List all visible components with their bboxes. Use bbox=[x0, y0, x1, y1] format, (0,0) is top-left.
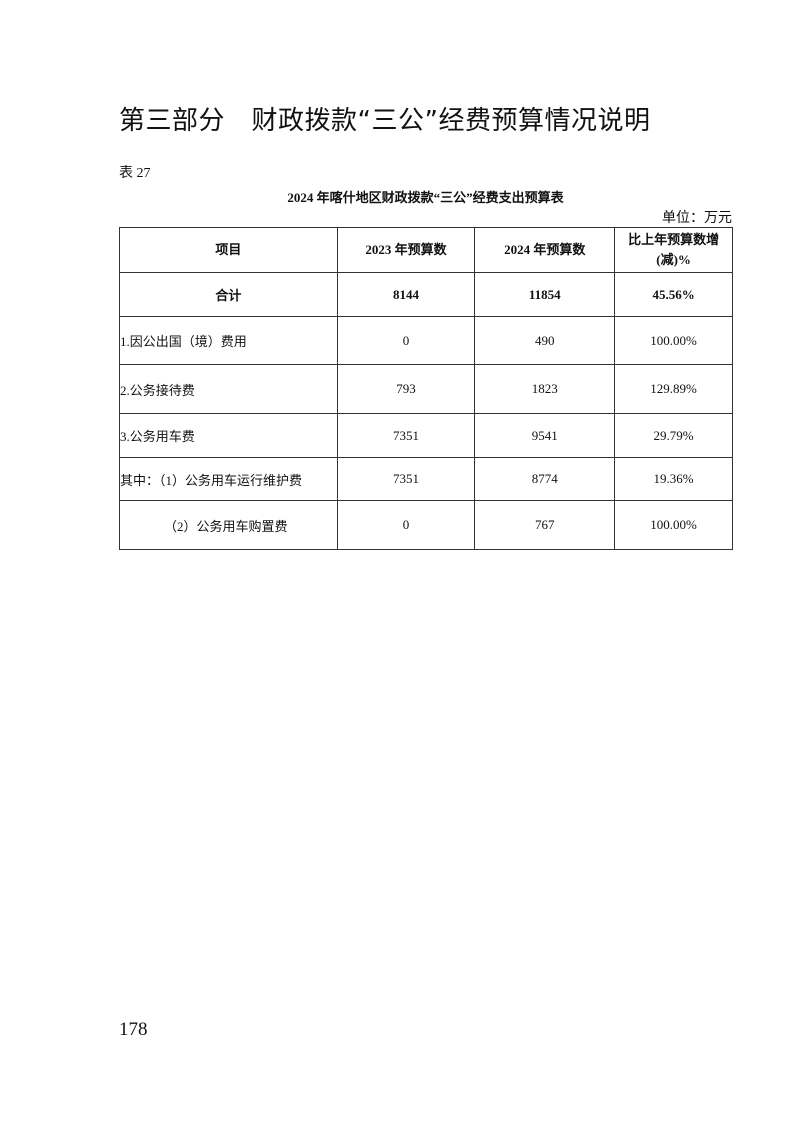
header-2024: 2024 年预算数 bbox=[474, 227, 616, 273]
cell: 0 bbox=[336, 500, 476, 550]
table-row: 其中：（1）公务用车运行维护费 7351 8774 19.36% bbox=[119, 457, 733, 501]
cell: 29.79% bbox=[614, 413, 733, 458]
cell: 1823 bbox=[474, 364, 616, 414]
cell: 7351 bbox=[336, 457, 476, 501]
cell: 其中：（1）公务用车运行维护费 bbox=[119, 457, 338, 501]
table-caption: 2024 年喀什地区财政拨款“三公”经费支出预算表 bbox=[287, 190, 564, 205]
table-header-row: 项目 2023 年预算数 2024 年预算数 比上年预算数增(减)% bbox=[119, 227, 733, 273]
page-number: 178 bbox=[119, 1019, 148, 1040]
table-row: 2.公务接待费 793 1823 129.89% bbox=[119, 364, 733, 414]
table-row-total: 合计 8144 11854 45.56% bbox=[119, 272, 733, 317]
cell: 0 bbox=[336, 316, 476, 365]
cell: 129.89% bbox=[614, 364, 733, 414]
cell: 767 bbox=[474, 500, 616, 550]
unit-label: 单位：万元 bbox=[662, 211, 732, 226]
cell: 1.因公出国（境）费用 bbox=[119, 316, 338, 365]
header-change: 比上年预算数增(减)% bbox=[614, 227, 733, 273]
cell: 490 bbox=[474, 316, 616, 365]
table-row: （2）公务用车购置费 0 767 100.00% bbox=[119, 500, 733, 550]
cell: 19.36% bbox=[614, 457, 733, 501]
cell: 100.00% bbox=[614, 500, 733, 550]
header-item: 项目 bbox=[119, 227, 338, 273]
cell: 9541 bbox=[474, 413, 616, 458]
cell: 8144 bbox=[336, 272, 476, 317]
header-2023: 2023 年预算数 bbox=[336, 227, 476, 273]
table-row: 3.公务用车费 7351 9541 29.79% bbox=[119, 413, 733, 458]
cell: 8774 bbox=[474, 457, 616, 501]
cell: 45.56% bbox=[614, 272, 733, 317]
cell: 11854 bbox=[474, 272, 616, 317]
cell: 2.公务接待费 bbox=[119, 364, 338, 414]
cell: 100.00% bbox=[614, 316, 733, 365]
cell: （2）公务用车购置费 bbox=[119, 500, 338, 550]
cell: 合计 bbox=[119, 272, 338, 317]
cell: 7351 bbox=[336, 413, 476, 458]
table-number: 表 27 bbox=[119, 166, 151, 181]
cell: 793 bbox=[336, 364, 476, 414]
page-title: 第三部分 财政拨款“三公”经费预算情况说明 bbox=[119, 106, 651, 136]
table-row: 1.因公出国（境）费用 0 490 100.00% bbox=[119, 316, 733, 365]
budget-table: 项目 2023 年预算数 2024 年预算数 比上年预算数增(减)% 合计 81… bbox=[119, 227, 733, 550]
cell: 3.公务用车费 bbox=[119, 413, 338, 458]
